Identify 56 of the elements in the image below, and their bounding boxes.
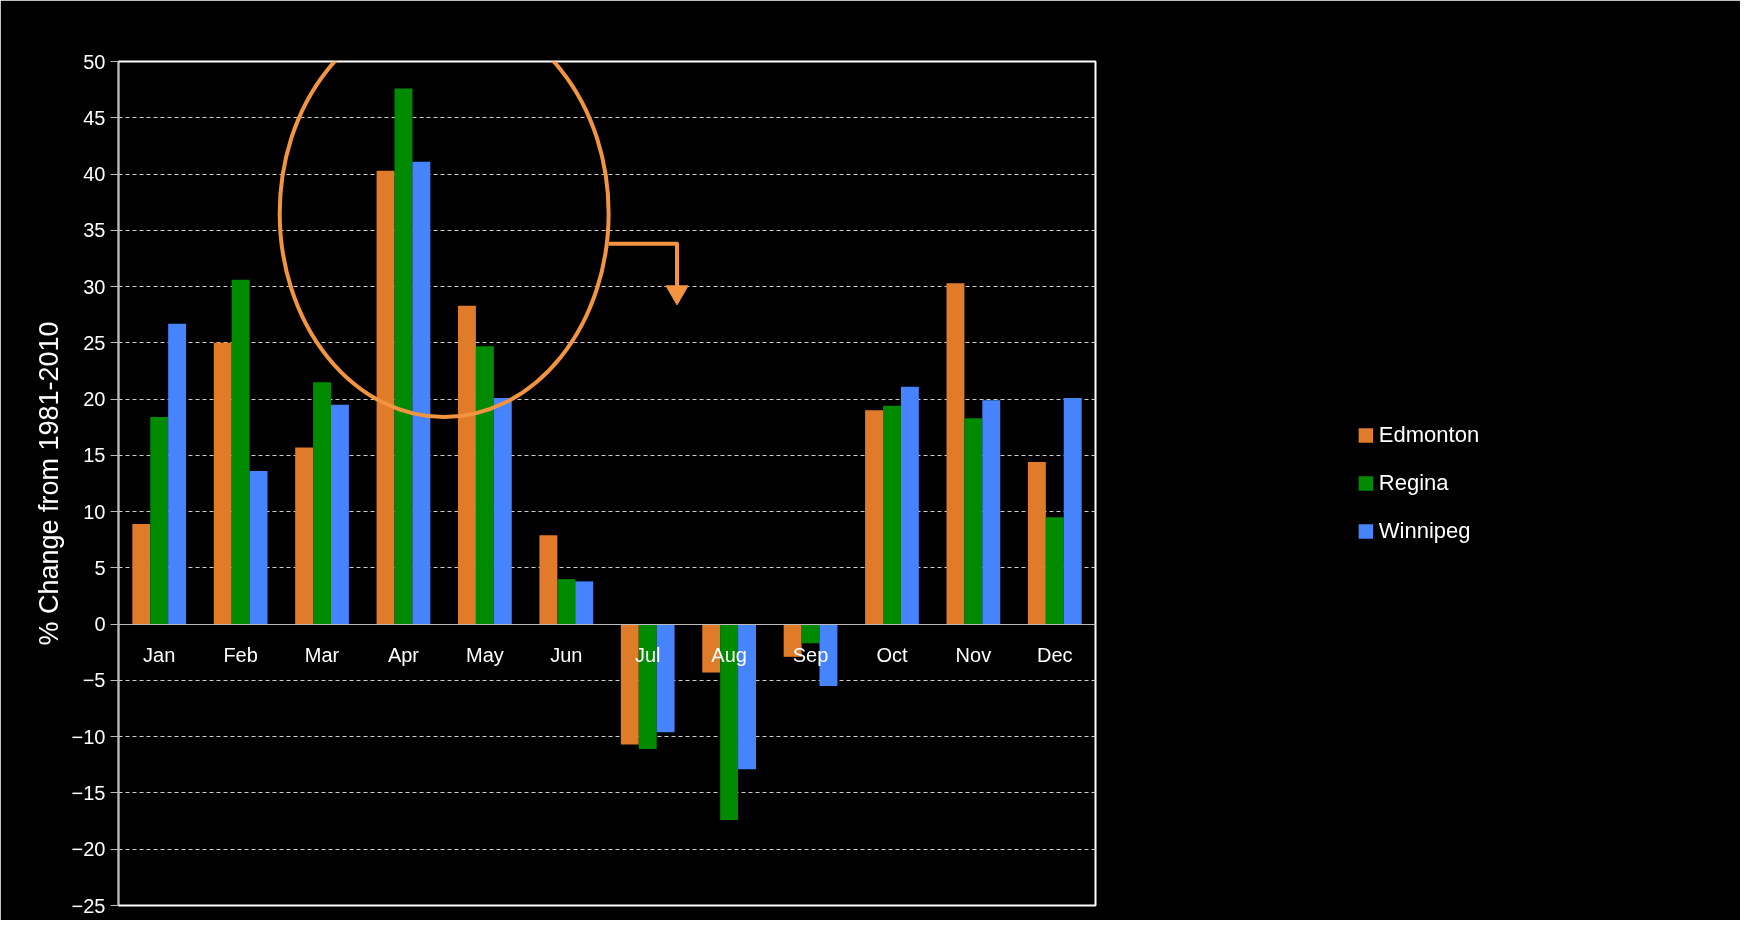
y-tick-label: 30 xyxy=(83,275,106,298)
y-tick-label: 0 xyxy=(94,613,106,636)
y-tick-label: 5 xyxy=(94,556,106,579)
legend-label: Edmonton xyxy=(1378,422,1480,448)
y-tick-label: 35 xyxy=(83,219,106,242)
bar xyxy=(1045,517,1064,625)
bar xyxy=(1027,462,1046,625)
bar xyxy=(982,400,1001,625)
x-tick-label: Jan xyxy=(143,644,176,667)
y-tick-label: 10 xyxy=(83,500,106,523)
bar xyxy=(394,88,413,625)
y-tick-label: −25 xyxy=(71,894,106,917)
y-tick-label: −15 xyxy=(71,781,106,804)
bar xyxy=(557,579,576,625)
y-tick-label: 15 xyxy=(83,444,106,467)
bar xyxy=(493,397,512,625)
bar xyxy=(213,342,232,625)
bar xyxy=(865,410,883,625)
y-tick-label: −5 xyxy=(82,669,106,692)
x-tick-label: Oct xyxy=(876,644,908,667)
y-tick-label: 25 xyxy=(83,331,106,354)
x-tick-label: Mar xyxy=(304,644,340,667)
bar xyxy=(132,524,151,625)
x-tick-label: Nov xyxy=(955,644,992,667)
legend-label: Regina xyxy=(1378,470,1449,496)
bar xyxy=(883,405,901,625)
bar xyxy=(231,279,250,625)
bar xyxy=(575,581,594,625)
y-axis-title: % Change from 1981-2010 xyxy=(33,321,64,646)
bar xyxy=(1063,397,1082,625)
x-tick-label: Jun xyxy=(550,644,583,667)
x-tick-label: May xyxy=(465,644,504,667)
bar xyxy=(331,404,349,625)
bar xyxy=(412,161,431,625)
bar xyxy=(168,323,187,625)
y-tick-label: −20 xyxy=(71,838,106,861)
y-tick-label: 20 xyxy=(83,388,106,411)
bar xyxy=(900,386,919,625)
y-tick-label: 50 xyxy=(83,50,106,73)
x-tick-label: Feb xyxy=(223,644,258,667)
x-tick-label: Apr xyxy=(387,644,420,667)
legend-label: Winnipeg xyxy=(1378,518,1471,544)
bar xyxy=(376,170,395,625)
bar xyxy=(964,418,983,625)
y-tick-label: 45 xyxy=(83,106,106,129)
bar xyxy=(249,471,268,625)
bar xyxy=(313,382,331,625)
bar xyxy=(458,305,476,625)
y-tick-label: 40 xyxy=(83,163,106,186)
bar xyxy=(475,346,494,625)
x-tick-label: Dec xyxy=(1037,644,1073,667)
bar xyxy=(539,535,558,625)
y-tick-label: −10 xyxy=(71,725,106,748)
bar xyxy=(946,283,965,625)
bar xyxy=(295,447,314,625)
bar xyxy=(150,417,169,625)
